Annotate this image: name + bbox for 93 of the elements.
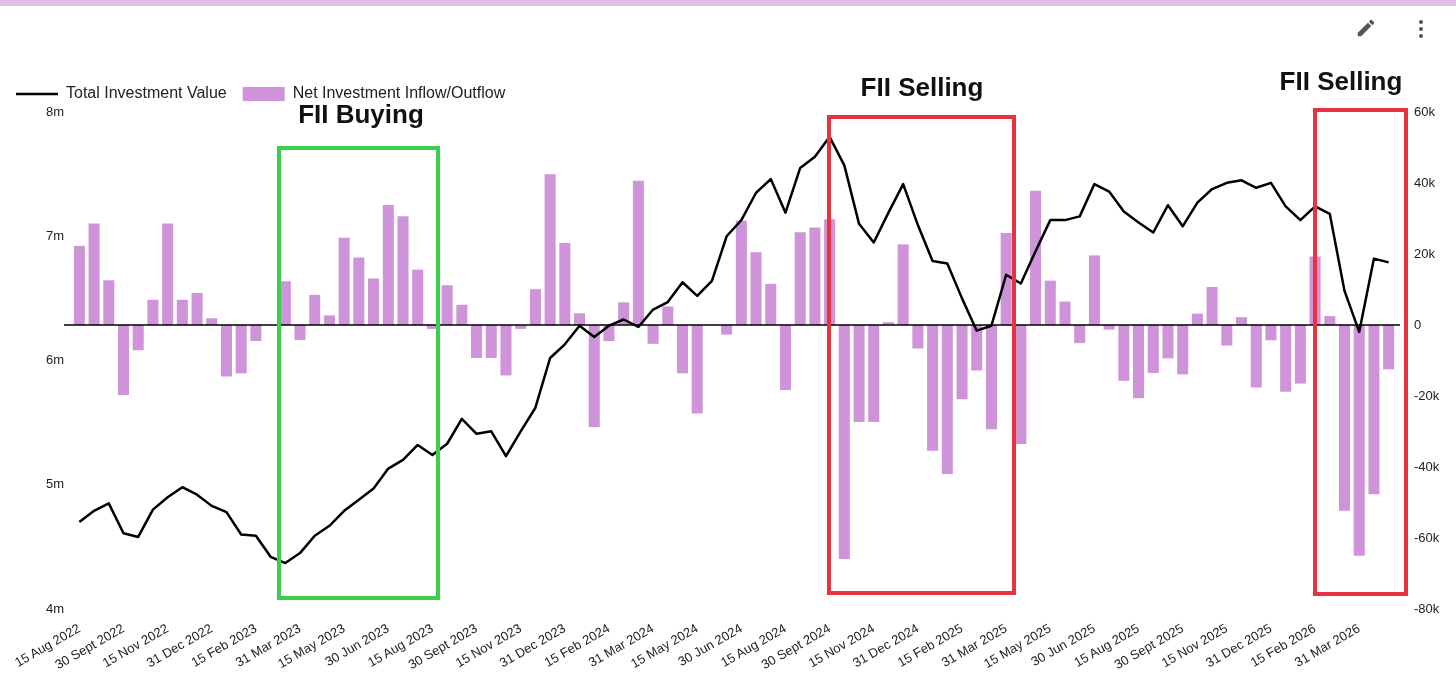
bar bbox=[176, 299, 188, 325]
text: FII Selling bbox=[859, 72, 985, 103]
bar bbox=[1338, 325, 1351, 511]
bar bbox=[397, 216, 409, 325]
bar bbox=[632, 180, 644, 325]
bar bbox=[1206, 287, 1218, 325]
bar bbox=[353, 257, 365, 325]
bar bbox=[1162, 325, 1174, 359]
bar bbox=[750, 252, 762, 325]
bar bbox=[809, 227, 821, 325]
annotation: FII Buying bbox=[297, 99, 425, 130]
bar bbox=[147, 299, 159, 325]
bar bbox=[382, 205, 394, 325]
y2-tick-label: -20k bbox=[1414, 387, 1440, 403]
bar bbox=[588, 325, 600, 427]
bar bbox=[456, 304, 468, 325]
bar bbox=[779, 325, 792, 390]
bar bbox=[338, 237, 350, 325]
bar bbox=[1074, 325, 1086, 344]
bar bbox=[1044, 280, 1056, 325]
bar bbox=[897, 244, 909, 325]
bar bbox=[544, 174, 556, 325]
text: FII Selling bbox=[1278, 66, 1404, 97]
bar bbox=[368, 278, 380, 325]
bar bbox=[1059, 301, 1071, 325]
bar bbox=[1147, 325, 1159, 373]
bar bbox=[117, 325, 130, 395]
bar bbox=[691, 325, 703, 414]
bar bbox=[191, 293, 203, 325]
bar bbox=[735, 220, 747, 325]
bar bbox=[647, 325, 659, 344]
bar bbox=[662, 306, 674, 325]
bar bbox=[985, 325, 997, 430]
bar bbox=[441, 285, 453, 325]
legend-label: Total Investment Value bbox=[66, 84, 227, 102]
bar bbox=[574, 313, 586, 325]
bar bbox=[500, 325, 512, 376]
bar bbox=[471, 325, 483, 359]
bar bbox=[794, 232, 806, 325]
bar bbox=[912, 325, 924, 349]
bar bbox=[485, 325, 497, 359]
y2-tick-label: -80k bbox=[1414, 600, 1440, 616]
y2-tick-label: -40k bbox=[1414, 458, 1440, 474]
bar bbox=[1030, 190, 1042, 325]
bar bbox=[1368, 325, 1380, 495]
bar bbox=[1221, 325, 1233, 346]
bar bbox=[559, 243, 571, 325]
bar bbox=[971, 325, 983, 371]
bar bbox=[1280, 325, 1292, 392]
y2-tick-label: 60k bbox=[1414, 103, 1436, 119]
y-tick-label: 4m bbox=[45, 600, 64, 616]
bar bbox=[838, 325, 850, 559]
bar bbox=[103, 280, 115, 325]
bar bbox=[1265, 325, 1277, 341]
bar bbox=[1250, 325, 1262, 388]
y-tick-label: 8m bbox=[45, 103, 64, 119]
bar bbox=[941, 325, 953, 475]
bar bbox=[956, 325, 968, 400]
bar bbox=[1000, 233, 1012, 325]
y2-tick-label: -60k bbox=[1414, 529, 1440, 545]
bar bbox=[162, 223, 174, 325]
bar bbox=[1294, 325, 1306, 384]
bar bbox=[1118, 325, 1130, 381]
bar bbox=[73, 245, 85, 325]
y2-tick-label: 0 bbox=[1414, 316, 1422, 332]
bar bbox=[309, 294, 321, 325]
bar bbox=[765, 283, 777, 325]
bar bbox=[1133, 325, 1145, 399]
bar bbox=[676, 325, 689, 374]
y2-tick-label: 40k bbox=[1414, 174, 1436, 190]
bar bbox=[1088, 255, 1100, 325]
bar bbox=[853, 325, 865, 422]
bar bbox=[294, 325, 306, 340]
bar bbox=[235, 325, 247, 374]
y-tick-label: 7m bbox=[45, 227, 64, 243]
bar bbox=[529, 289, 541, 325]
bar bbox=[323, 315, 335, 325]
y-tick-label: 5m bbox=[45, 476, 64, 492]
bar bbox=[927, 325, 939, 451]
legend-label: Net Investment Inflow/Outflow bbox=[292, 84, 506, 102]
bar bbox=[1177, 325, 1189, 375]
bar bbox=[250, 325, 262, 341]
y-tick-label: 6m bbox=[45, 352, 64, 368]
y2-tick-label: 20k bbox=[1414, 245, 1436, 261]
bar bbox=[220, 325, 232, 377]
bar bbox=[721, 325, 733, 335]
bar bbox=[412, 269, 424, 325]
bar bbox=[88, 223, 100, 325]
bar bbox=[1383, 325, 1395, 370]
bar bbox=[132, 325, 144, 351]
bar bbox=[868, 325, 880, 422]
bar bbox=[1015, 325, 1027, 444]
bar bbox=[1353, 325, 1365, 556]
